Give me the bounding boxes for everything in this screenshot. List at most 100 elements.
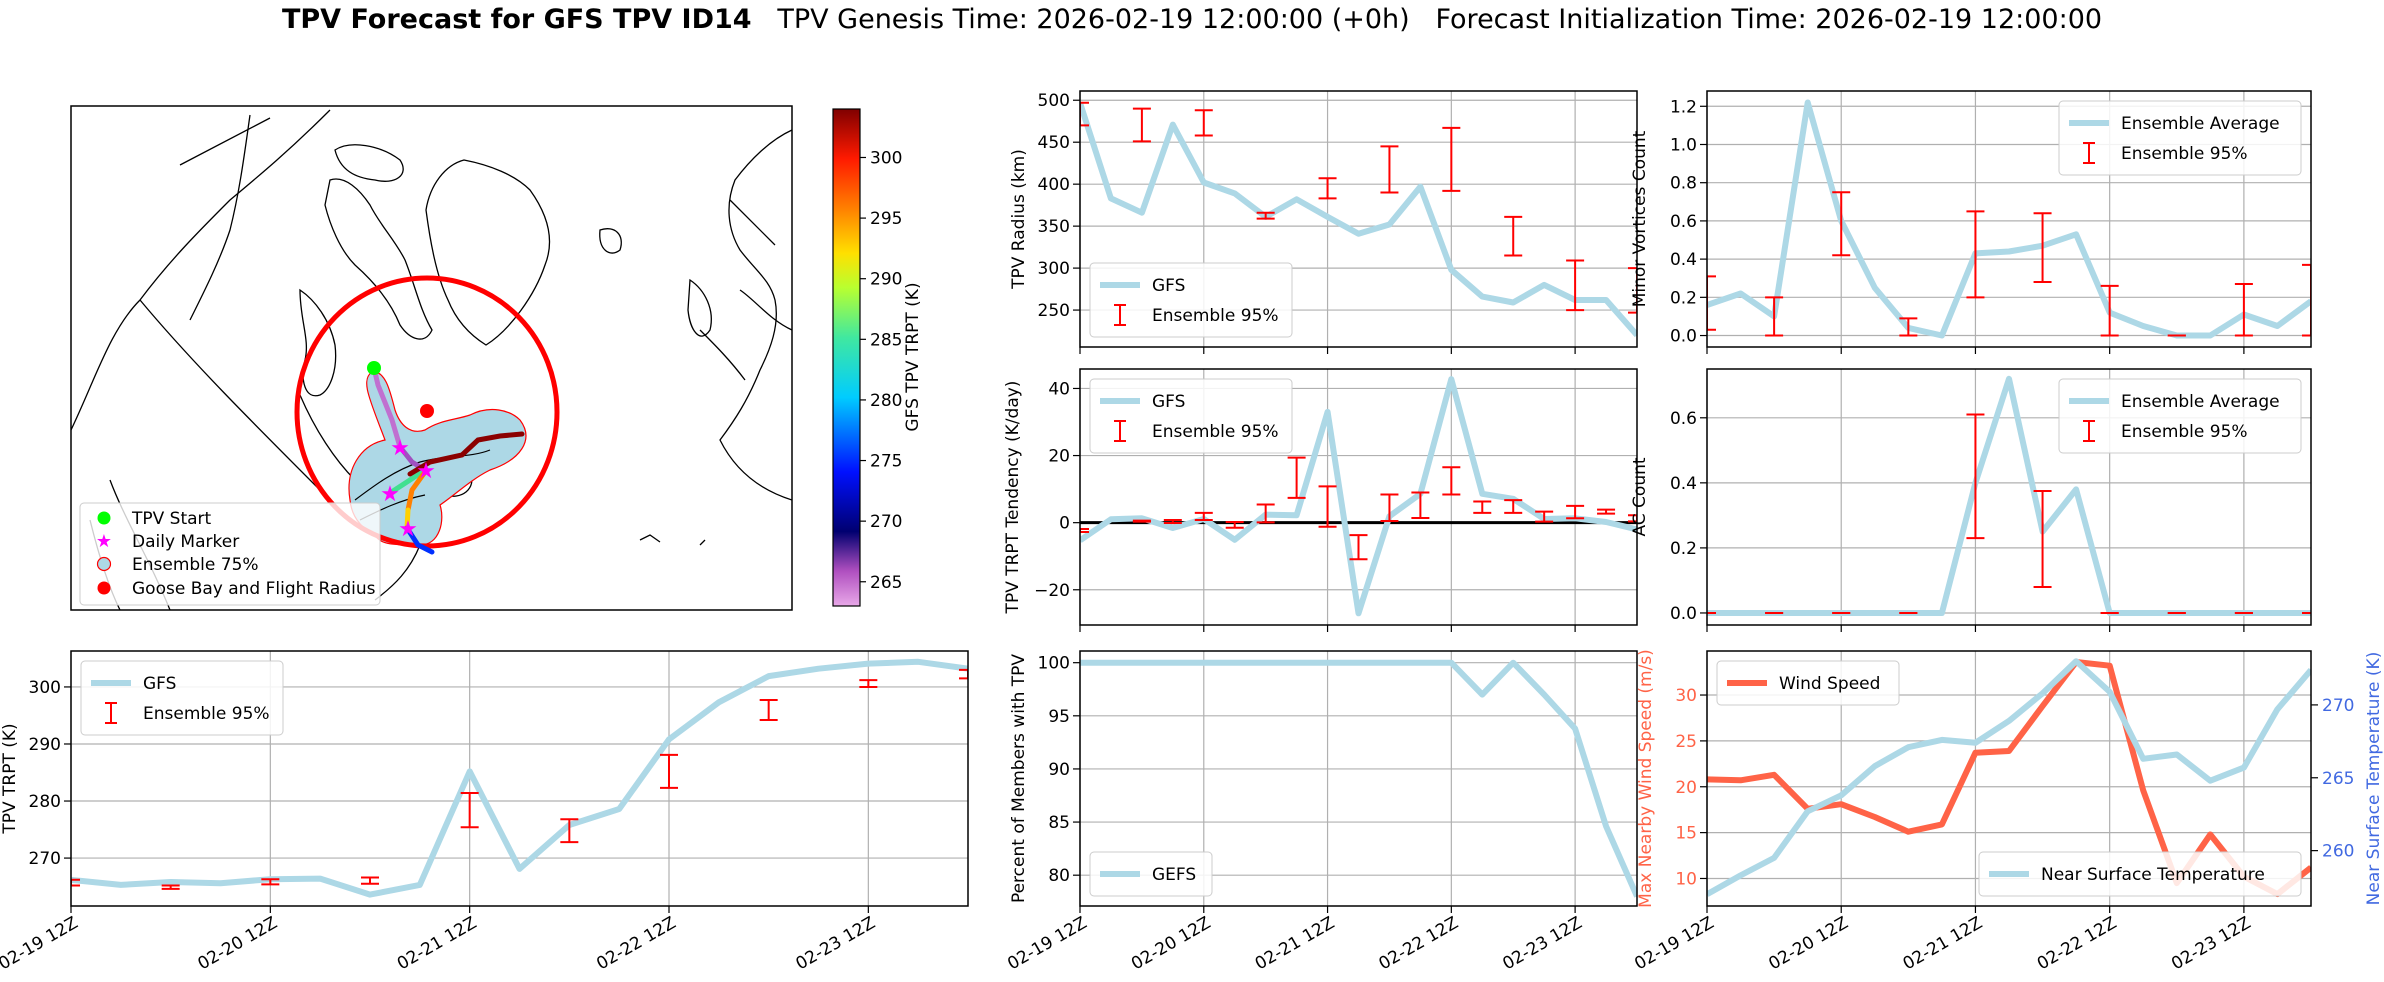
y-tick-label: 95: [1048, 707, 1070, 727]
chart-panel-0: 02-19 12Z 02-20 12Z 02-21 12Z 02-22 12Z 02-2…: [0, 650, 969, 974]
errorbar: [660, 753, 678, 789]
errorbar: [161, 884, 180, 890]
axes-frame: [1706, 650, 2312, 907]
errorbar: [1899, 317, 1918, 337]
chart-panel-3: 02-19 12Z 02-20 12Z 02-21 12Z 02-22 12Z 02-2…: [1004, 650, 1638, 974]
errorbar: [1535, 510, 1554, 523]
series-line-ensemble-average: [1707, 99, 2311, 339]
series-line-gfs: [71, 658, 968, 898]
y-tick-label: 0.6: [1670, 409, 1697, 429]
legend: GFS Ensemble 95%: [1089, 378, 1293, 454]
errorbar: [361, 876, 379, 885]
y-tick-label: 290: [29, 735, 61, 755]
y-tick-label: 10: [1675, 869, 1697, 889]
legend-label: Daily Marker: [132, 532, 239, 552]
colorbar-tick-label: 275: [870, 452, 902, 472]
errorbar: [1566, 259, 1585, 312]
legend-start-icon: [97, 511, 111, 525]
x-tick-label: 02-19 12Z: [1631, 913, 1717, 974]
x-tick-label: 02-23 12Z: [1499, 913, 1585, 974]
legend-label: Ensemble Average: [2121, 114, 2280, 134]
errorbar: [1080, 101, 1089, 127]
tpv-track: [371, 365, 525, 555]
y2-tick-label: 270: [2322, 696, 2354, 716]
chart-panel-4: 0.0 0.2 0.4 0.6 0.8 1.0 1.2 Minor Vortices Coun…: [1630, 90, 2312, 354]
tpv-start-marker: [367, 361, 381, 375]
errorbar: [2033, 489, 2052, 588]
legend-label: Ensemble 95%: [1152, 306, 1279, 326]
daily-marker-star: ★: [380, 482, 400, 507]
errorbar: [1287, 456, 1306, 499]
y-tick-label: 40: [1048, 379, 1070, 399]
errorbar: [2100, 284, 2119, 337]
errorbar: [2302, 263, 2311, 337]
legend: GFS Ensemble 95%: [1089, 262, 1293, 338]
y-tick-label: 1.0: [1670, 135, 1697, 155]
flight-radius-circle: [294, 275, 560, 549]
series-line-gefs: [1080, 659, 1637, 898]
legend-label: Near Surface Temperature: [2041, 865, 2265, 885]
errorbar: [560, 818, 579, 844]
errorbar: [1442, 126, 1461, 192]
y-tick-label: 20: [1048, 447, 1070, 467]
series-line-near-surface-temperature: [1707, 658, 2311, 897]
y-tick-label: 0.4: [1670, 250, 1697, 270]
legend-label: Ensemble 95%: [2121, 144, 2248, 164]
axes-frame: [1079, 368, 1638, 626]
y-axis-label: Percent of Members with TPV: [1009, 654, 1029, 903]
errorbar: [1832, 191, 1851, 257]
title-main: TPV Forecast for GFS TPV ID14: [281, 4, 752, 35]
errorbar: [1966, 413, 1985, 540]
daily-marker-star: ★: [416, 459, 436, 484]
errorbar: [1411, 491, 1430, 519]
errorbar: [1318, 177, 1337, 200]
track-segment: [407, 431, 525, 477]
y-tick-label: 0.6: [1670, 212, 1697, 232]
legend-label: GFS: [1152, 392, 1185, 412]
axes-frame: [1706, 90, 2312, 348]
y-tick-label: 25: [1675, 732, 1697, 752]
errorbar: [1628, 267, 1637, 314]
y-tick-label: 20: [1675, 778, 1697, 798]
legend-label: Ensemble 75%: [132, 555, 259, 575]
errorbar: [1349, 534, 1368, 561]
legend: Ensemble Average Ensemble 95%: [2058, 100, 2302, 176]
y-tick-label: 250: [1038, 301, 1070, 321]
y2-tick-label: 260: [2322, 842, 2354, 862]
legend-label: Goose Bay and Flight Radius: [132, 579, 376, 599]
y-tick-label: 450: [1038, 133, 1070, 153]
chart-panel-1: 250 300 350 400 450 500 TPV Radius (km) GFS Ense…: [1009, 90, 1638, 354]
colorbar-tick-label: 265: [870, 573, 902, 593]
errorbar: [759, 699, 778, 722]
x-tick-label: 02-19 12Z: [0, 913, 82, 974]
legend-label: Ensemble Average: [2121, 392, 2280, 412]
legend-goose-bay-icon: [97, 581, 111, 595]
errorbar: [1318, 485, 1337, 528]
legend: Wind Speed: [1716, 660, 1900, 706]
x-tick-label: 02-22 12Z: [2034, 913, 2120, 974]
x-tick-label: 02-20 12Z: [195, 913, 281, 974]
errorbar: [1504, 499, 1523, 514]
x-tick-label: 02-21 12Z: [1900, 913, 1986, 974]
colorbar-tick-label: 300: [870, 148, 902, 168]
legend-label: Ensemble 95%: [143, 704, 270, 724]
y2-tick-label: 265: [2322, 769, 2354, 789]
axes-frame: [1079, 90, 1638, 348]
track-segment: [404, 507, 411, 531]
legend-label: TPV Start: [131, 509, 212, 529]
track-map: ★ ★ ★ ★ ★ TPV Start Daily Marker Ensembl…: [70, 105, 793, 611]
x-tick-label: 02-21 12Z: [394, 913, 480, 974]
y-tick-label: 350: [1038, 217, 1070, 237]
x-tick-label: 02-23 12Z: [2168, 913, 2254, 974]
x-tick-label: 02-21 12Z: [1252, 913, 1338, 974]
daily-markers: ★ ★ ★ ★: [380, 436, 436, 542]
errorbar: [1765, 296, 1784, 337]
legend-ensemble-icon: [96, 556, 112, 572]
errorbar: [460, 792, 479, 829]
track-segment: [387, 467, 428, 496]
errorbar: [1256, 503, 1275, 524]
legend-label: GEFS: [1152, 865, 1196, 885]
errorbar: [1597, 508, 1616, 515]
